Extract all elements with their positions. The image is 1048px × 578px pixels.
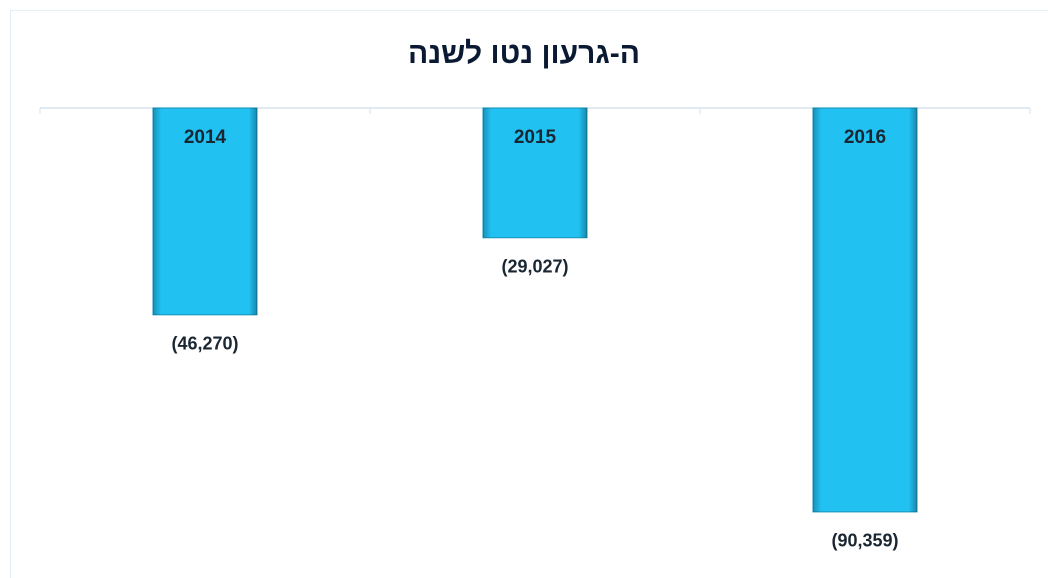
frame [10,10,1048,578]
value-label: (29,027) [501,257,568,277]
category-label: 2015 [514,127,557,148]
bar [812,107,918,513]
chart-title: ה-גרעון נטו לשנה [408,37,640,70]
value-label: (90,359) [831,531,898,551]
category-label: 2014 [184,127,227,148]
category-label: 2016 [844,127,886,148]
value-label: (46,270) [171,334,238,354]
